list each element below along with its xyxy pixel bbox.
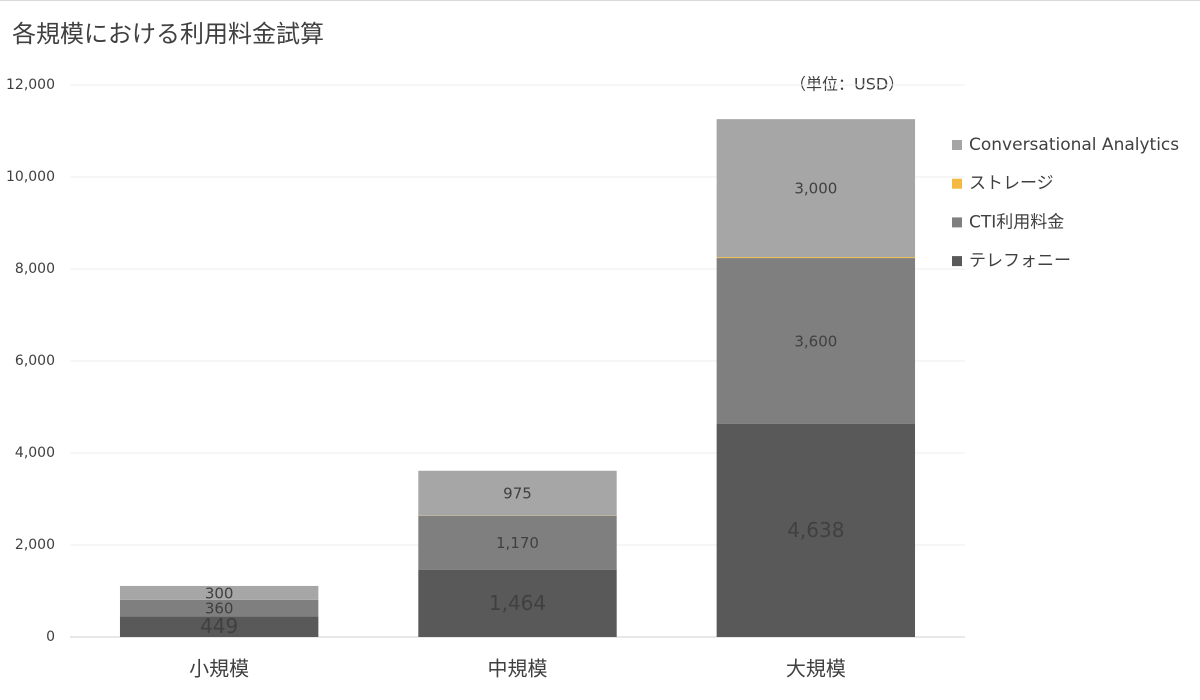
bar-segment [418,569,617,637]
chart-title: 各規模における利用料金試算 [12,20,324,48]
y-tick-label: 12,000 [6,77,55,93]
bar-segment [418,470,617,516]
legend-label: Conversational Analytics [969,135,1179,155]
bar-segment [418,515,617,570]
bar-segment [119,599,319,617]
y-tick-label: 10,000 [6,169,55,185]
legend-label: ストレージ [969,174,1054,194]
bar-segment [716,119,916,258]
data-label: 4,638 [787,518,844,542]
bar-segment [119,585,319,600]
y-tick-label: 8,000 [15,261,55,277]
legend-swatch [952,140,962,150]
bar-segment [716,423,916,637]
data-label: 449 [200,614,238,638]
legend-label: CTI利用料金 [969,212,1064,232]
x-tick-label: 中規模 [488,657,548,681]
y-tick-label: 2,000 [15,537,55,553]
x-tick-label: 大規模 [786,657,846,681]
data-label: 360 [205,600,234,618]
bar-segment [716,257,916,259]
legend-swatch [952,217,962,228]
data-label: 1,464 [489,591,546,615]
data-label: 975 [503,485,532,503]
y-tick-label: 6,000 [15,353,55,369]
bar-segment [119,616,319,637]
data-label: 3,000 [794,180,837,198]
legend-label: テレフォニー [969,251,1071,271]
legend-swatch [952,256,962,267]
legend-swatch [952,178,962,189]
data-label: 3,600 [794,332,837,350]
data-label: 1,170 [496,534,539,552]
y-tick-label: 4,000 [15,445,55,461]
x-tick-label: 小規模 [189,657,249,681]
y-tick-label: 0 [46,629,55,645]
data-label: 300 [205,584,234,602]
annotation: （単位：USD） [790,75,904,94]
bar-segment [716,258,916,424]
